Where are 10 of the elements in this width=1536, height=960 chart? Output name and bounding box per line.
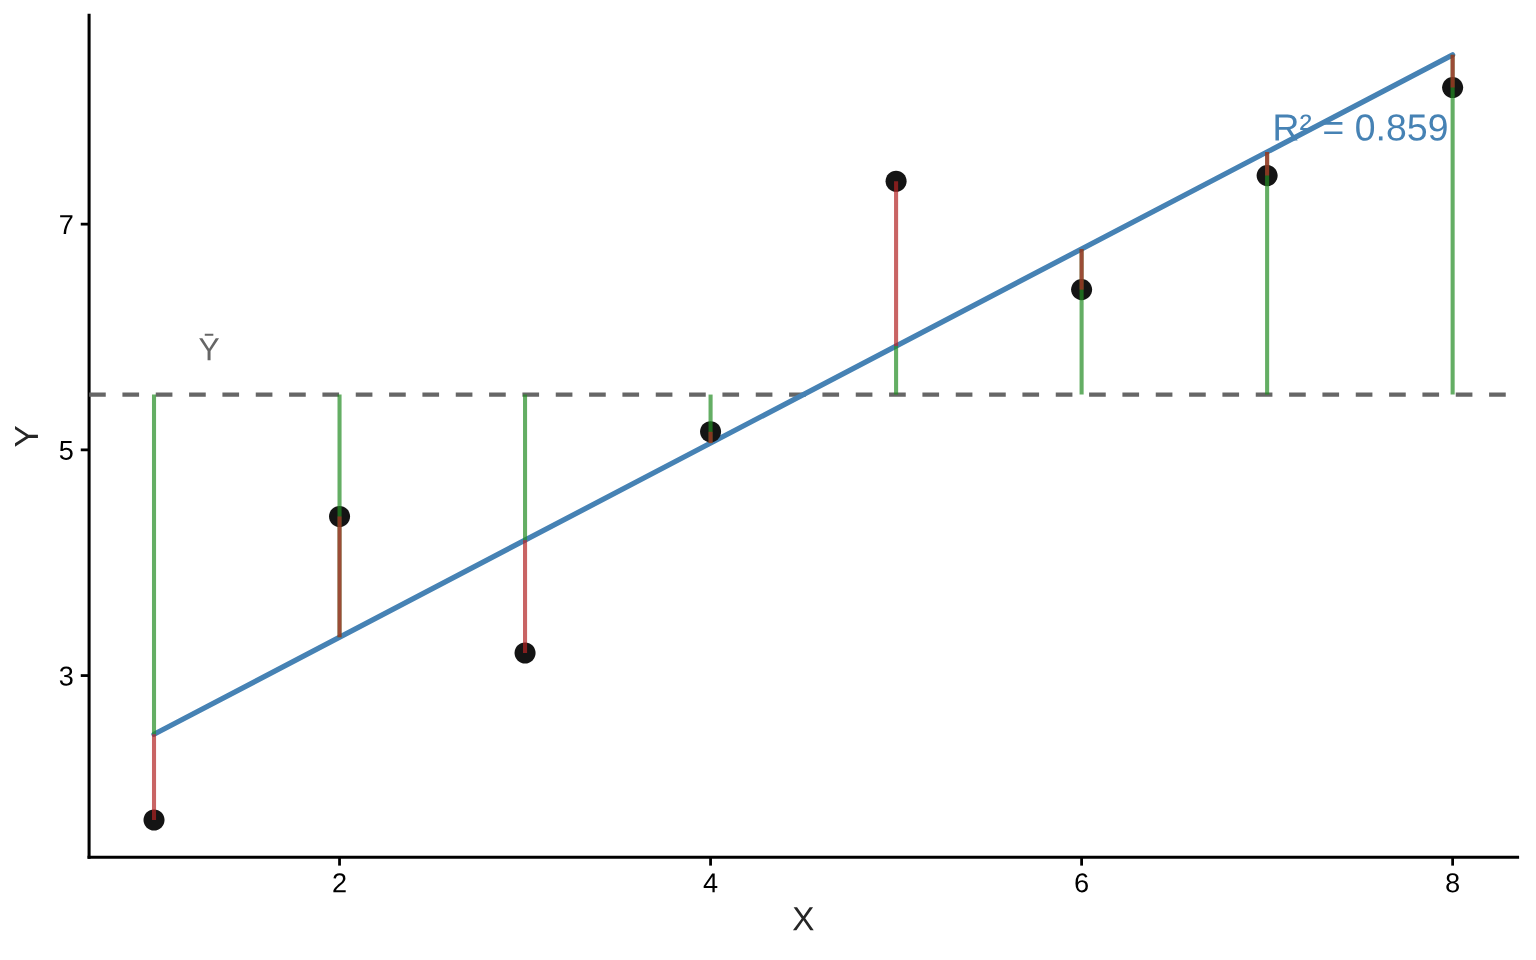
y-axis-title: Y [15, 425, 38, 447]
y-tick-label: 5 [59, 441, 73, 460]
ref-line-label: Ȳ [199, 333, 220, 361]
x-tick-label: 4 [703, 873, 718, 893]
x-tick-label: 6 [1075, 873, 1088, 893]
y-tick-label: 7 [60, 215, 73, 234]
y-tick-label: 3 [59, 666, 73, 686]
x-axis-title: X [792, 907, 814, 931]
x-tick-label: 2 [333, 873, 346, 893]
x-tick-label: 8 [1446, 873, 1459, 893]
